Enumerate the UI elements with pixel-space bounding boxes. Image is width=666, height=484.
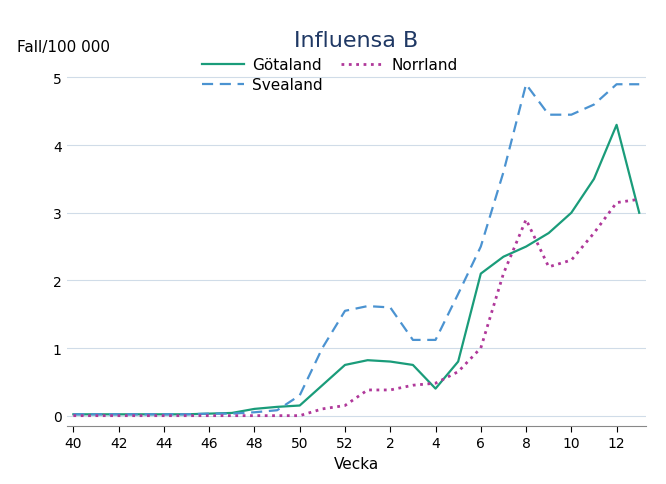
Götaland [500,254,507,260]
Götaland [409,362,417,368]
Norrland [160,413,168,419]
Svealand [137,411,145,417]
Götaland [477,271,485,277]
Svealand [69,411,77,417]
Götaland [205,411,213,417]
Norrland [567,257,575,263]
Norrland [635,197,643,203]
Götaland [160,411,168,417]
Norrland [205,413,213,419]
Norrland [500,271,507,277]
Svealand [364,303,372,309]
Götaland [454,359,462,365]
Götaland [590,177,598,182]
Götaland [341,362,349,368]
Norrland [228,413,236,419]
Svealand [273,408,281,413]
Svealand [386,305,394,311]
Svealand [250,409,258,415]
Götaland [567,211,575,216]
Svealand [477,244,485,250]
Svealand [409,337,417,343]
Title: Influensa B: Influensa B [294,31,418,51]
Götaland [386,359,394,365]
Götaland [137,411,145,417]
Götaland [635,211,643,216]
Götaland [545,231,553,237]
Svealand [228,411,236,417]
Line: Götaland: Götaland [73,125,639,414]
Svealand [296,393,304,398]
Norrland [69,413,77,419]
Norrland [92,413,100,419]
Svealand [182,411,190,417]
Norrland [296,413,304,419]
Norrland [182,413,190,419]
Götaland [182,411,190,417]
Norrland [432,380,440,386]
Svealand [613,82,621,88]
Svealand [341,308,349,314]
Svealand [590,103,598,108]
Götaland [318,382,326,388]
Norrland [613,200,621,206]
Götaland [296,403,304,408]
Norrland [545,264,553,270]
Norrland [409,382,417,388]
Text: Fall/100 000: Fall/100 000 [17,39,111,54]
Svealand [432,337,440,343]
Svealand [318,346,326,351]
Götaland [273,404,281,410]
Norrland [341,403,349,408]
Götaland [432,386,440,392]
Götaland [92,411,100,417]
X-axis label: Vecka: Vecka [334,456,379,471]
Svealand [635,82,643,88]
Svealand [205,411,213,417]
Svealand [92,411,100,417]
Götaland [69,411,77,417]
Svealand [545,113,553,119]
Götaland [115,411,123,417]
Norrland [522,217,530,223]
Norrland [137,413,145,419]
Norrland [590,231,598,237]
Götaland [522,244,530,250]
Svealand [115,411,123,417]
Norrland [386,387,394,393]
Norrland [115,413,123,419]
Götaland [250,406,258,412]
Svealand [522,82,530,88]
Norrland [454,369,462,375]
Line: Svealand: Svealand [73,85,639,414]
Götaland [228,410,236,416]
Götaland [364,358,372,363]
Legend: Götaland, Svealand, Norrland, : Götaland, Svealand, Norrland, [202,59,458,93]
Norrland [250,413,258,419]
Line: Norrland: Norrland [73,200,639,416]
Svealand [160,411,168,417]
Götaland [613,122,621,128]
Svealand [567,113,575,119]
Norrland [364,387,372,393]
Norrland [318,406,326,412]
Norrland [273,413,281,419]
Svealand [454,291,462,297]
Norrland [477,346,485,351]
Svealand [500,170,507,176]
